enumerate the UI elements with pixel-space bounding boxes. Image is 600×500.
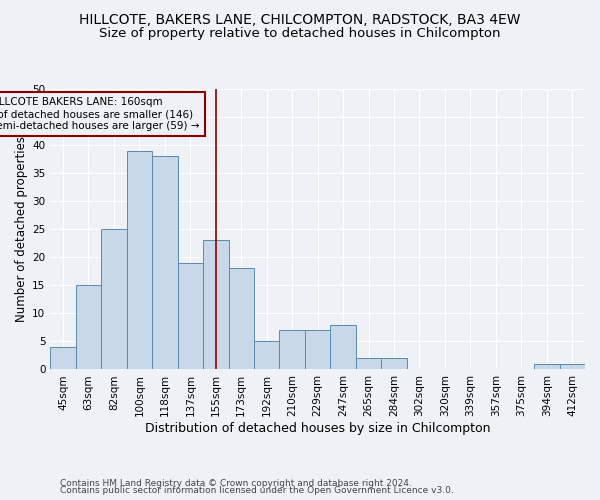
Text: HILLCOTE BAKERS LANE: 160sqm
← 71% of detached houses are smaller (146)
29% of s: HILLCOTE BAKERS LANE: 160sqm ← 71% of de… [0, 98, 200, 130]
Text: Contains public sector information licensed under the Open Government Licence v3: Contains public sector information licen… [60, 486, 454, 495]
Text: Contains HM Land Registry data © Crown copyright and database right 2024.: Contains HM Land Registry data © Crown c… [60, 478, 412, 488]
Bar [203, 240, 229, 370]
Y-axis label: Number of detached properties: Number of detached properties [15, 136, 28, 322]
Bar [356, 358, 381, 370]
Bar [50, 347, 76, 370]
Bar [229, 268, 254, 370]
Bar [76, 286, 101, 370]
Bar [331, 324, 356, 370]
X-axis label: Distribution of detached houses by size in Chilcompton: Distribution of detached houses by size … [145, 422, 490, 435]
Text: HILLCOTE, BAKERS LANE, CHILCOMPTON, RADSTOCK, BA3 4EW: HILLCOTE, BAKERS LANE, CHILCOMPTON, RADS… [79, 12, 521, 26]
Bar [178, 263, 203, 370]
Bar [305, 330, 331, 370]
Bar [127, 150, 152, 370]
Bar [152, 156, 178, 370]
Text: Size of property relative to detached houses in Chilcompton: Size of property relative to detached ho… [99, 28, 501, 40]
Bar [280, 330, 305, 370]
Bar [534, 364, 560, 370]
Bar [381, 358, 407, 370]
Bar [254, 342, 280, 369]
Bar [560, 364, 585, 370]
Bar [101, 229, 127, 370]
